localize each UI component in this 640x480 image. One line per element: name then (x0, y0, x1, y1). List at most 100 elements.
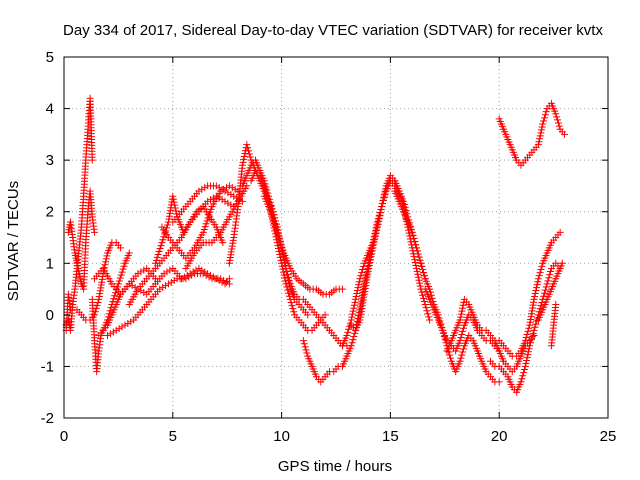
data-point (416, 282, 424, 290)
data-point (446, 351, 454, 359)
data-point (495, 378, 503, 386)
data-point (244, 144, 252, 152)
data-point (267, 208, 275, 216)
data-point (167, 278, 175, 286)
data-point (140, 289, 148, 297)
data-point (218, 185, 226, 193)
data-point (411, 238, 419, 246)
data-point (351, 329, 359, 337)
data-point (545, 274, 553, 282)
data-point (204, 214, 212, 222)
data-point (195, 264, 203, 272)
data-point (531, 323, 539, 331)
points-layer (62, 94, 568, 396)
data-point (425, 313, 433, 321)
data-point (459, 348, 467, 356)
data-point (94, 298, 102, 306)
data-point (415, 276, 423, 284)
data-point (205, 273, 213, 281)
data-point (419, 291, 427, 299)
data-point (260, 182, 268, 190)
data-point (274, 245, 282, 253)
data-point (540, 117, 548, 125)
data-point (279, 268, 287, 276)
x-tick-label: 5 (169, 428, 177, 445)
data-point (163, 268, 171, 276)
data-point (560, 130, 568, 138)
data-point (109, 328, 117, 336)
data-point (104, 331, 112, 339)
data-point (152, 256, 160, 264)
data-point (117, 244, 125, 252)
data-point (348, 313, 356, 321)
data-point (406, 232, 414, 240)
data-point (103, 252, 111, 260)
data-point (106, 330, 114, 338)
data-point (527, 336, 535, 344)
data-point (426, 316, 434, 324)
x-tick-label: 15 (382, 428, 399, 445)
data-point (457, 313, 465, 321)
data-point (140, 266, 148, 274)
data-point (225, 182, 233, 190)
data-point (533, 281, 541, 289)
chart-title: Day 334 of 2017, Sidereal Day-to-day VTE… (63, 22, 603, 39)
data-point (261, 185, 269, 193)
data-point (278, 259, 286, 267)
data-point (171, 204, 179, 212)
data-point (169, 192, 177, 200)
data-point (381, 190, 389, 198)
data-point (535, 272, 543, 280)
data-point (445, 348, 453, 356)
data-point (202, 220, 210, 228)
data-point (217, 275, 225, 283)
data-point (90, 228, 98, 236)
data-point (225, 280, 233, 288)
data-point (413, 244, 421, 252)
data-point (367, 256, 375, 264)
data-point (93, 302, 101, 310)
data-point (345, 322, 353, 330)
data-point (272, 225, 280, 233)
data-point (555, 122, 563, 130)
data-point (270, 217, 278, 225)
data-point (102, 255, 110, 263)
data-point (290, 308, 298, 316)
data-point (531, 289, 539, 297)
data-point (456, 357, 464, 365)
data-point (458, 330, 466, 338)
data-point (416, 256, 424, 264)
data-point (88, 156, 96, 164)
data-point (542, 108, 550, 116)
data-point (376, 208, 384, 216)
data-point (200, 225, 208, 233)
data-point (458, 351, 466, 359)
data-point (414, 270, 422, 278)
data-point (240, 155, 248, 163)
data-point (300, 340, 308, 348)
data-point (538, 123, 546, 131)
y-tick-label: 3 (46, 152, 54, 169)
data-point (199, 228, 207, 236)
data-point (153, 253, 161, 261)
y-tick-label: 2 (46, 204, 54, 221)
data-point (349, 307, 357, 315)
data-point (245, 150, 253, 158)
data-point (287, 298, 295, 306)
data-point (284, 286, 292, 294)
data-point (219, 239, 227, 247)
data-point (158, 239, 166, 247)
data-point (199, 270, 207, 278)
data-point (220, 276, 228, 284)
data-point (112, 326, 120, 334)
data-point (151, 259, 159, 267)
data-point (156, 245, 164, 253)
data-point (131, 283, 139, 291)
data-point (524, 327, 532, 335)
data-point (457, 310, 465, 318)
y-tick-label: -2 (41, 410, 54, 427)
data-point (277, 240, 285, 248)
data-point (517, 378, 525, 386)
data-point (422, 304, 430, 312)
data-point (304, 311, 312, 319)
